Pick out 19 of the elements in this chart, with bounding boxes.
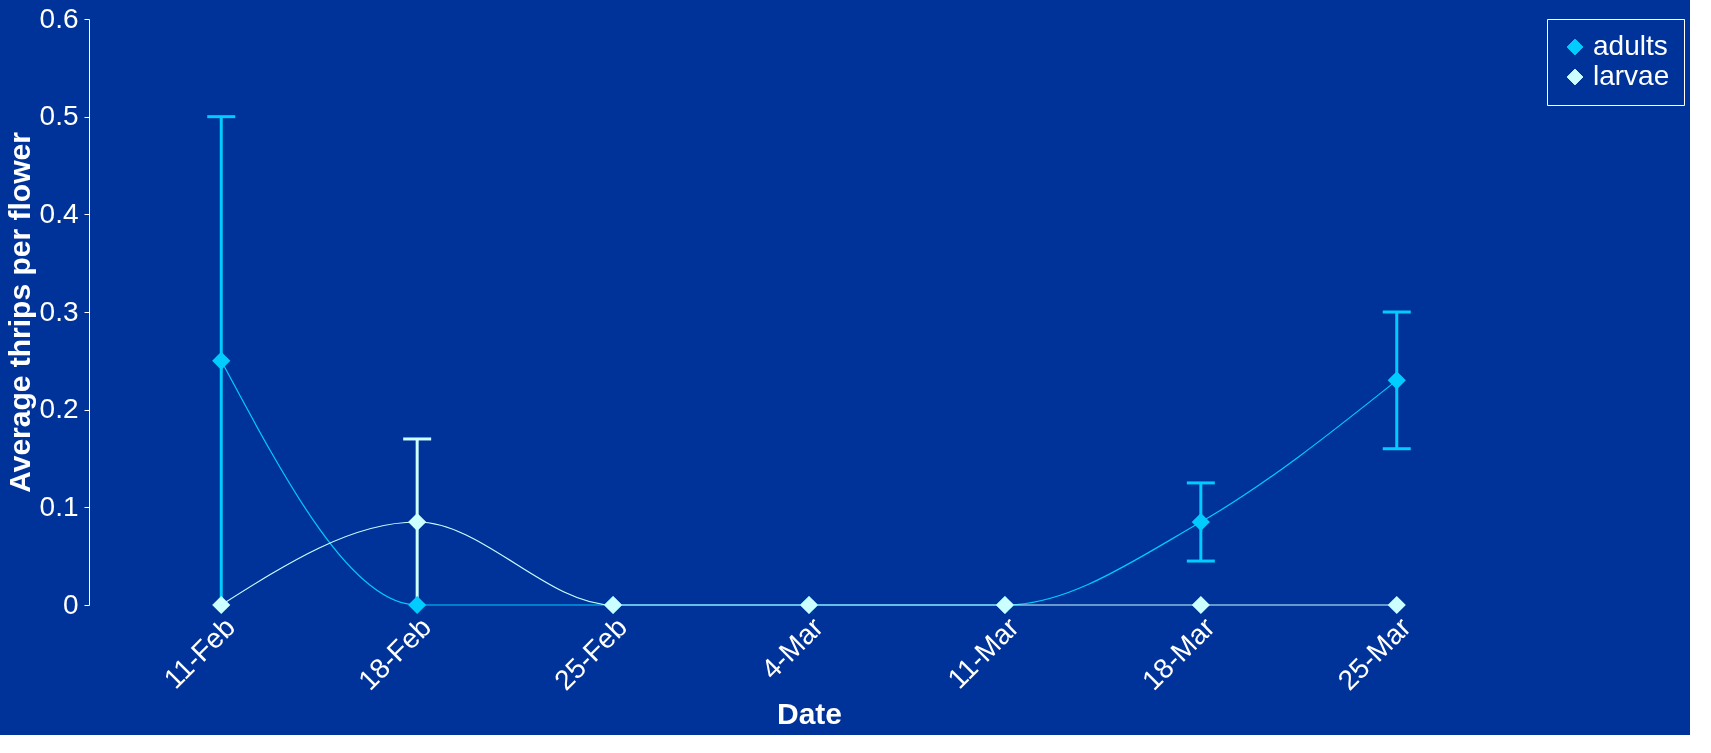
y-axis-title: Average thrips per flower [2,131,36,493]
y-tick-label: 0.2 [39,393,79,425]
point [212,595,231,615]
legend-label: larvae [1593,60,1670,91]
y-tick-label: 0.5 [39,100,79,132]
y-tick-label: 0.1 [39,490,79,522]
y-tick-label: 0.3 [39,295,79,327]
point [408,512,427,532]
point [1387,595,1406,615]
x-axis-title: Date [776,697,843,731]
y-tick-label: 0.6 [39,2,79,34]
legend-label: adults [1593,30,1668,61]
y-tick-label: 0.4 [39,197,79,229]
y-tick-label: 0 [62,588,79,620]
point [408,595,427,615]
point [212,351,231,370]
point [1191,595,1210,615]
point [1191,512,1210,532]
point [1387,371,1406,390]
